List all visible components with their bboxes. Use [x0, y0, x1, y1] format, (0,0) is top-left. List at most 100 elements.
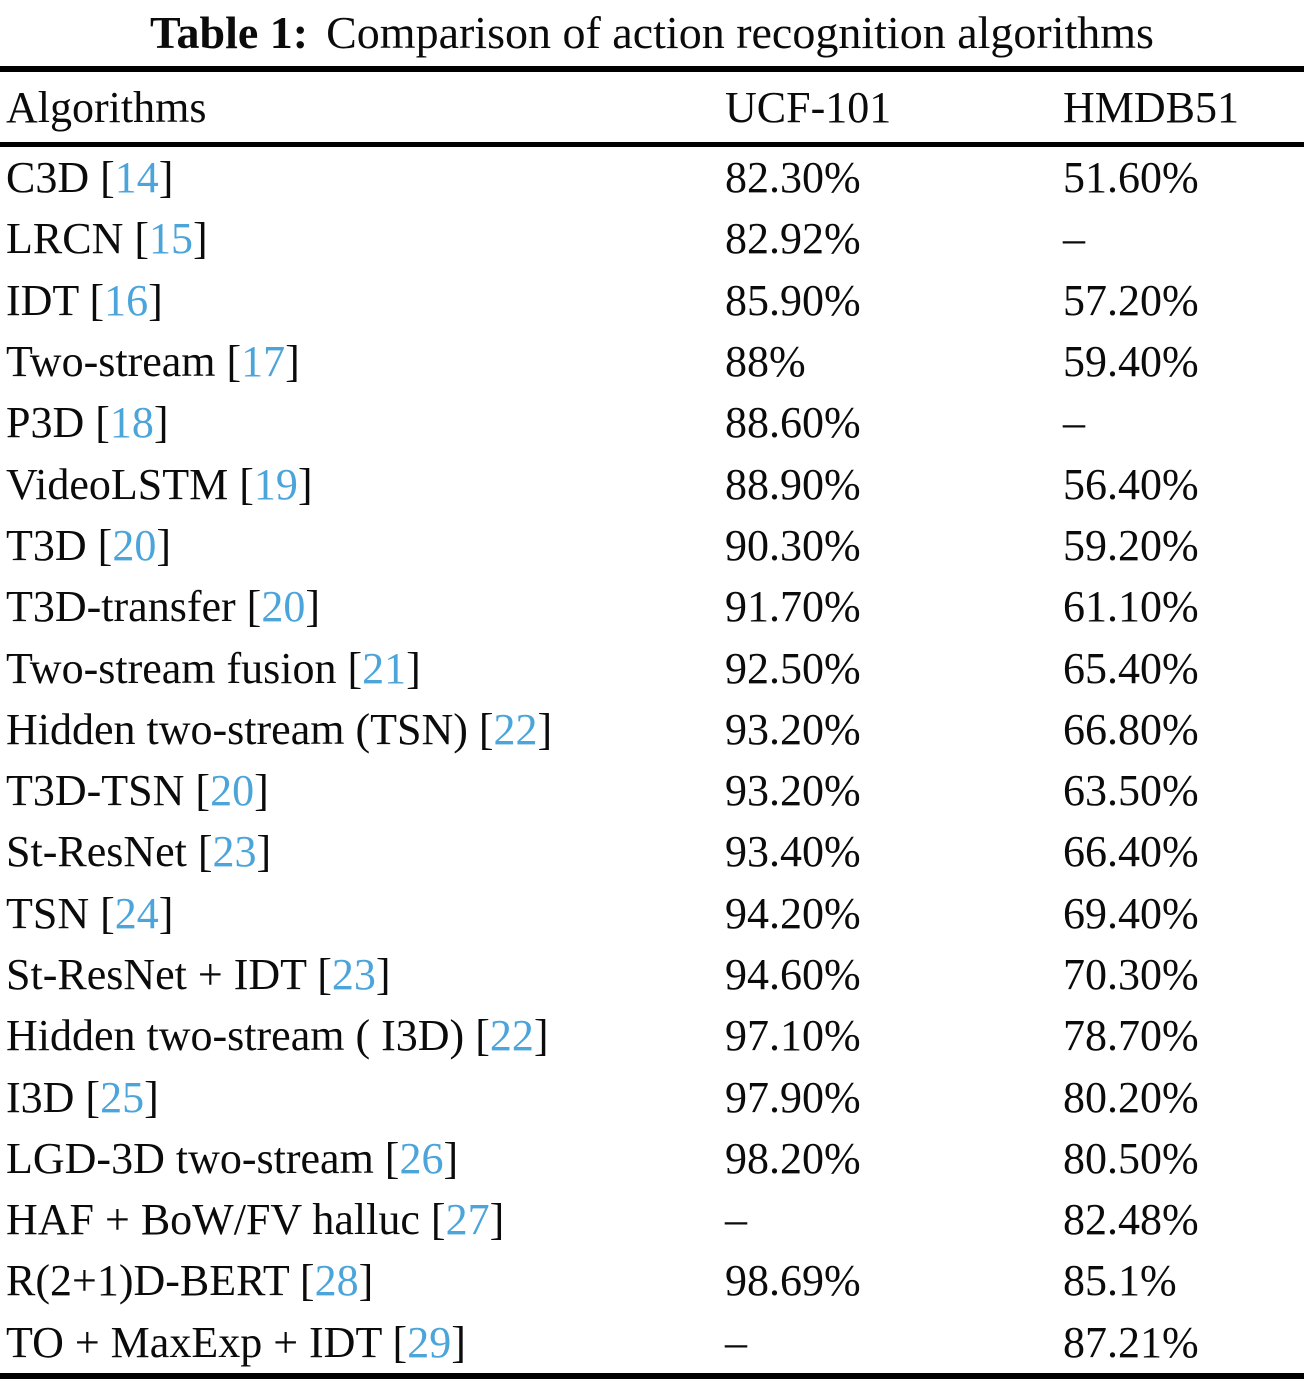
- table-row: VideoLSTM [19] 88.90% 56.40%: [0, 453, 1304, 514]
- table-row: TO + MaxExp + IDT [29] –87.21%: [0, 1312, 1304, 1373]
- citation-bracket: ]: [533, 1011, 549, 1061]
- algorithm-cell: TO + MaxExp + IDT [29]: [6, 1317, 725, 1368]
- algorithm-name: P3D [: [6, 398, 110, 448]
- table-header-row: Algorithms UCF-101 HMDB51: [0, 72, 1304, 147]
- hmdb51-value: 59.20%: [1063, 520, 1199, 570]
- algorithm-name: HAF + BoW/FV halluc [: [6, 1195, 446, 1245]
- citation-link[interactable]: 15: [149, 214, 193, 264]
- hmdb51-value: 85.1%: [1063, 1256, 1177, 1306]
- table-row: T3D [20] 90.30% 59.20%: [0, 515, 1304, 576]
- citation-link[interactable]: 23: [212, 827, 257, 877]
- table-row: IDT [16] 85.90% 57.20%: [0, 270, 1304, 331]
- algorithm-cell: I3D [25]: [6, 1072, 725, 1123]
- ucf101-value: 88%: [725, 337, 806, 387]
- citation-bracket: ]: [305, 582, 320, 632]
- column-header-ucf101: UCF-101: [725, 82, 892, 132]
- hmdb51-value: 59.40%: [1063, 337, 1199, 387]
- algorithm-name: IDT [: [6, 275, 105, 325]
- citation-bracket: ]: [451, 1317, 466, 1367]
- ucf101-value: 93.20%: [725, 766, 861, 816]
- ucf101-value: 92.50%: [725, 643, 861, 693]
- algorithm-cell: Hidden two-stream ( I3D) [22]: [6, 1010, 725, 1061]
- hmdb51-value: –: [1063, 398, 1085, 448]
- citation-link[interactable]: 18: [109, 398, 154, 448]
- algorithm-cell: IDT [16]: [6, 275, 725, 326]
- table-row: Hidden two-stream ( I3D) [22] 97.10% 78.70…: [0, 1005, 1304, 1066]
- citation-bracket: ]: [148, 275, 163, 325]
- algorithm-cell: P3D [18]: [6, 397, 725, 448]
- ucf101-value: 97.90%: [725, 1072, 861, 1122]
- algorithm-cell: R(2+1)D-BERT [28]: [6, 1255, 725, 1306]
- algorithm-name: R(2+1)D-BERT [: [6, 1256, 315, 1306]
- ucf101-value: 88.60%: [725, 398, 861, 448]
- table-row: T3D-transfer [20] 91.70% 61.10%: [0, 576, 1304, 637]
- ucf101-value: 91.70%: [725, 582, 861, 632]
- column-header-algorithms: Algorithms: [6, 82, 207, 132]
- citation-link[interactable]: 29: [407, 1317, 452, 1367]
- citation-link[interactable]: 20: [210, 766, 255, 816]
- citation-link[interactable]: 22: [493, 704, 538, 754]
- table-caption: Table 1: Comparison of action recognition…: [0, 0, 1304, 66]
- citation-link[interactable]: 24: [114, 888, 159, 938]
- citation-bracket: ]: [406, 643, 421, 693]
- ucf101-value: 94.60%: [725, 950, 861, 999]
- table-row: Two-stream [17] 88% 59.40%: [0, 331, 1304, 392]
- hmdb51-value: 80.20%: [1063, 1072, 1199, 1122]
- table-row: T3D-TSN [20] 93.20% 63.50%: [0, 760, 1304, 821]
- algorithm-name: VideoLSTM [: [6, 459, 254, 509]
- citation-link[interactable]: 25: [100, 1072, 145, 1122]
- hmdb51-value: 63.50%: [1063, 766, 1199, 816]
- table-row: LRCN [15] 82.92% –: [0, 208, 1304, 269]
- citation-link[interactable]: 20: [261, 582, 306, 632]
- table-row: TSN [24] 94.20% 69.40%: [0, 883, 1304, 944]
- hmdb51-value: 78.70%: [1063, 1011, 1199, 1061]
- algorithm-name: I3D [: [6, 1072, 101, 1122]
- hmdb51-value: 66.80%: [1063, 704, 1199, 754]
- table-row: Hidden two-stream (TSN) [22] 93.20% 66.80%: [0, 699, 1304, 760]
- citation-bracket: ]: [254, 766, 269, 816]
- citation-link[interactable]: 21: [362, 643, 407, 693]
- citation-link[interactable]: 14: [114, 153, 159, 203]
- citation-link[interactable]: 17: [241, 337, 286, 387]
- citation-link[interactable]: 26: [399, 1133, 444, 1183]
- hmdb51-value: 61.10%: [1063, 582, 1199, 632]
- column-header-hmdb51: HMDB51: [1063, 82, 1240, 132]
- ucf101-value: 82.92%: [725, 214, 861, 264]
- citation-link[interactable]: 28: [314, 1256, 359, 1306]
- citation-link[interactable]: 22: [489, 1011, 534, 1061]
- algorithm-cell: LGD-3D two-stream [26]: [6, 1133, 725, 1184]
- citation-link[interactable]: 19: [253, 459, 298, 509]
- ucf101-value: 85.90%: [725, 275, 861, 325]
- hmdb51-value: –: [1063, 214, 1085, 264]
- ucf101-value: 94.20%: [725, 888, 861, 938]
- citation-bracket: ]: [285, 337, 300, 387]
- citation-bracket: ]: [158, 153, 174, 203]
- hmdb51-value: 80.50%: [1063, 1133, 1199, 1183]
- citation-bracket: ]: [297, 459, 313, 509]
- ucf101-value: 93.40%: [725, 827, 861, 877]
- citation-bracket: ]: [153, 398, 169, 448]
- hmdb51-value: 87.21%: [1063, 1317, 1199, 1367]
- citation-link[interactable]: 20: [112, 520, 157, 570]
- citation-link[interactable]: 16: [104, 275, 149, 325]
- citation-link[interactable]: 23: [331, 950, 376, 999]
- algorithm-cell: TSN [24]: [6, 888, 725, 939]
- citation-bracket: ]: [489, 1195, 505, 1245]
- algorithm-cell: T3D-TSN [20]: [6, 765, 725, 816]
- ucf101-value: 82.30%: [725, 153, 861, 203]
- table-caption-text: Comparison of action recognition algorit…: [326, 7, 1154, 58]
- table-row: LGD-3D two-stream [26] 98.20% 80.50%: [0, 1128, 1304, 1189]
- algorithm-name: St-ResNet + IDT [: [6, 950, 332, 999]
- algorithm-cell: Hidden two-stream (TSN) [22]: [6, 704, 725, 755]
- hmdb51-value: 66.40%: [1063, 827, 1199, 877]
- algorithm-name: St-ResNet [: [6, 827, 213, 877]
- citation-bracket: ]: [537, 704, 553, 754]
- table-row: Two-stream fusion [21] 92.50% 65.40%: [0, 637, 1304, 698]
- citation-link[interactable]: 27: [445, 1195, 490, 1245]
- algorithm-cell: T3D-transfer [20]: [6, 581, 725, 632]
- algorithm-cell: St-ResNet [23]: [6, 826, 725, 877]
- table-row: P3D [18] 88.60% –: [0, 392, 1304, 453]
- algorithm-cell: T3D [20]: [6, 520, 725, 571]
- citation-bracket: ]: [256, 827, 272, 877]
